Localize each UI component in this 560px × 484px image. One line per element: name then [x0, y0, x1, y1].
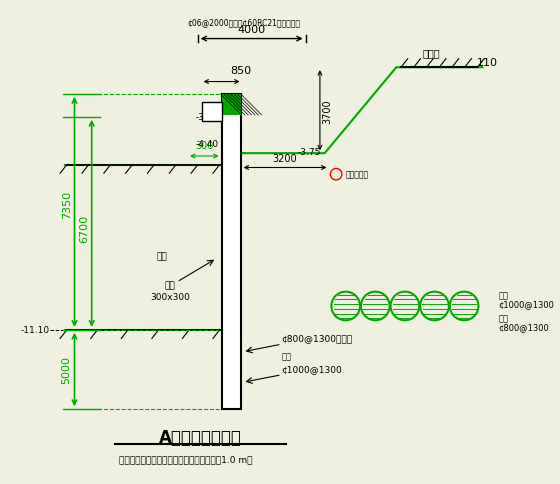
Bar: [222, 95, 241, 116]
Bar: [203, 103, 222, 121]
Text: 850: 850: [230, 66, 251, 76]
Text: 110: 110: [477, 59, 497, 68]
Text: ¢1000@1300: ¢1000@1300: [498, 300, 554, 309]
Text: 止桩: 止桩: [498, 313, 508, 322]
Text: ¢800@1300钻孔桩: ¢800@1300钻孔桩: [282, 333, 353, 343]
Text: 300: 300: [195, 141, 213, 151]
Bar: [222, 95, 241, 409]
Text: A区基坑支护剖面: A区基坑支护剖面: [159, 428, 242, 446]
Text: 5000: 5000: [62, 356, 72, 384]
Text: 3200: 3200: [273, 153, 297, 164]
Text: 3700: 3700: [323, 99, 333, 123]
Text: 300x300: 300x300: [150, 292, 190, 301]
Text: ¢800@1300: ¢800@1300: [498, 323, 549, 332]
Text: ¢1000@1300: ¢1000@1300: [282, 364, 343, 373]
Text: 7350: 7350: [62, 191, 72, 219]
Text: 4000: 4000: [237, 25, 265, 35]
Text: 放坡: 放坡: [156, 252, 167, 261]
Text: 止桩: 止桩: [282, 352, 292, 361]
Text: 汽车吊升降: 汽车吊升降: [346, 170, 369, 179]
Text: 冠梁: 冠梁: [165, 281, 175, 290]
Text: 笔架路: 笔架路: [423, 48, 441, 58]
Text: -3.75: -3.75: [298, 148, 321, 156]
Text: -4.40: -4.40: [195, 140, 219, 149]
Bar: [222, 95, 241, 116]
Text: 6700: 6700: [79, 214, 89, 242]
Text: 注：止水桩超强宽边砌砖石层置入钻孔土层1.0 m。: 注：止水桩超强宽边砌砖石层置入钻孔土层1.0 m。: [119, 454, 253, 463]
Text: 钻桩: 钻桩: [498, 290, 508, 300]
Text: -3.30: -3.30: [195, 113, 219, 122]
Text: -11.10: -11.10: [21, 326, 50, 334]
Text: ¢06@2000钢筋，¢60RC21高压旋喷桩: ¢06@2000钢筋，¢60RC21高压旋喷桩: [187, 18, 300, 28]
